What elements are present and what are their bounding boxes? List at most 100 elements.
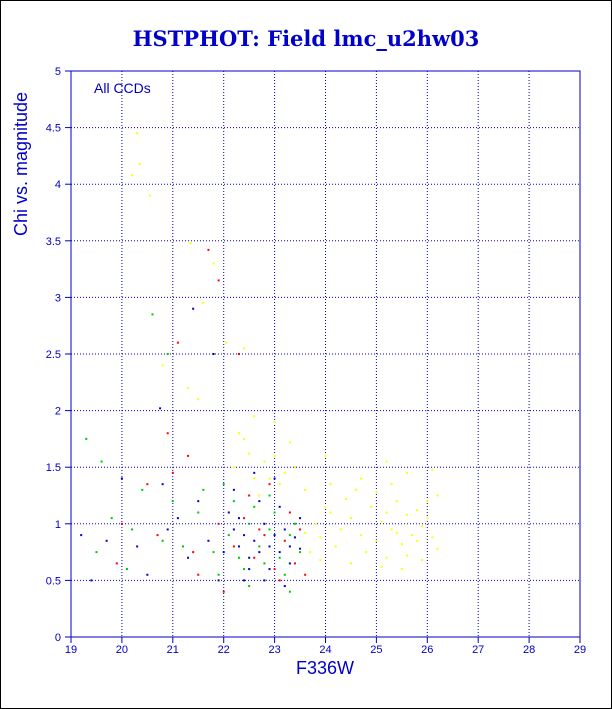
data-point — [436, 547, 439, 550]
x-tick-label: 26 — [421, 644, 433, 656]
data-point — [380, 520, 383, 523]
data-point — [360, 477, 363, 480]
data-point — [293, 522, 296, 525]
data-point — [237, 432, 240, 435]
data-point — [243, 534, 246, 537]
data-point — [263, 522, 266, 525]
data-point — [426, 500, 429, 503]
y-tick-label: 3.5 — [46, 236, 61, 248]
data-point — [263, 534, 266, 537]
y-tick-label: 0.5 — [46, 575, 61, 587]
data-point — [110, 517, 113, 520]
data-point — [426, 517, 429, 520]
data-point — [283, 471, 286, 474]
data-point — [217, 579, 220, 582]
data-point — [197, 398, 200, 401]
data-point — [212, 262, 215, 265]
data-point — [253, 471, 256, 474]
data-point — [151, 313, 154, 316]
data-point — [243, 517, 246, 520]
data-point — [278, 556, 281, 559]
x-axis-label: F336W — [296, 658, 354, 678]
data-point — [299, 551, 302, 554]
data-point — [263, 562, 266, 565]
data-point — [339, 528, 342, 531]
data-point — [248, 452, 251, 455]
data-point — [278, 579, 281, 582]
y-tick-label: 4.5 — [46, 123, 61, 135]
data-point — [222, 551, 225, 554]
data-point — [405, 554, 408, 557]
data-point — [161, 364, 164, 367]
data-point — [273, 420, 276, 423]
data-point — [243, 579, 246, 582]
data-point — [288, 534, 291, 537]
data-point — [314, 522, 317, 525]
data-point — [263, 460, 266, 463]
data-point — [324, 505, 327, 508]
x-tick-label: 25 — [370, 644, 382, 656]
data-point — [288, 441, 291, 444]
data-point — [278, 505, 281, 508]
data-point — [288, 562, 291, 565]
data-point — [400, 568, 403, 571]
data-point — [370, 505, 373, 508]
data-point — [268, 477, 271, 480]
data-point — [293, 562, 296, 565]
data-points — [80, 132, 439, 593]
data-point — [349, 562, 352, 565]
data-point — [309, 551, 312, 554]
data-point — [148, 194, 151, 197]
data-point — [95, 551, 98, 554]
data-point — [411, 534, 414, 537]
data-point — [319, 536, 322, 539]
data-point — [243, 437, 246, 440]
data-point — [222, 590, 225, 593]
data-point — [202, 302, 205, 305]
data-point — [395, 500, 398, 503]
data-point — [304, 531, 307, 534]
data-point — [375, 491, 378, 494]
y-tick-label: 5 — [55, 66, 61, 78]
data-point — [176, 341, 179, 344]
data-point — [283, 528, 286, 531]
data-point — [405, 471, 408, 474]
data-point — [146, 483, 149, 486]
data-point — [329, 511, 332, 514]
data-point — [187, 386, 190, 389]
data-point — [431, 468, 434, 471]
x-tick-label: 22 — [218, 644, 230, 656]
data-point — [283, 585, 286, 588]
data-point — [253, 477, 256, 480]
data-point — [258, 494, 261, 497]
data-point — [212, 353, 215, 355]
x-tick-label: 20 — [116, 644, 128, 656]
data-point — [166, 432, 169, 435]
y-tick-label: 0 — [55, 632, 61, 644]
data-point — [136, 545, 139, 548]
data-point — [304, 573, 307, 576]
y-tick-label: 1 — [55, 519, 61, 531]
data-point — [319, 559, 322, 562]
data-point — [395, 531, 398, 534]
data-point — [243, 568, 246, 571]
data-point — [258, 551, 261, 554]
data-point — [416, 539, 419, 542]
y-tick-label: 4 — [55, 179, 61, 191]
data-point — [166, 528, 169, 531]
data-point — [243, 347, 246, 350]
data-point — [344, 497, 347, 500]
data-point — [283, 573, 286, 576]
data-point — [248, 494, 251, 497]
data-point — [405, 513, 408, 516]
data-point — [105, 539, 108, 542]
y-tick-label: 3 — [55, 292, 61, 304]
data-point — [136, 132, 139, 135]
data-point — [324, 454, 327, 457]
x-tick-label: 21 — [167, 644, 179, 656]
data-point — [161, 539, 164, 542]
data-point — [237, 556, 240, 559]
data-point — [268, 568, 271, 571]
y-tick-label: 2.5 — [46, 349, 61, 361]
y-tick-label: 2 — [55, 406, 61, 418]
